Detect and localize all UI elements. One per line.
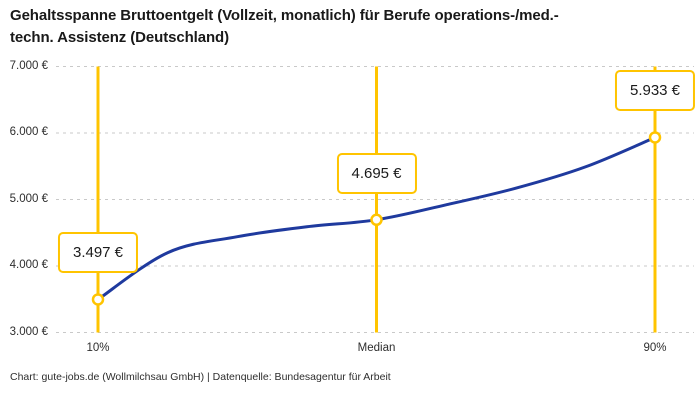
y-axis-tick-label: 4.000 €	[9, 259, 48, 271]
value-label-90pct: 5.933 €	[614, 70, 696, 112]
chart-title: Gehaltsspanne Bruttoentgelt (Vollzeit, m…	[10, 5, 559, 49]
y-axis-tick-label: 5.000 €	[9, 192, 48, 205]
data-point-marker-90%	[648, 131, 662, 144]
chart-title-line1: Gehaltsspanne Bruttoentgelt (Vollzeit, m…	[10, 7, 559, 24]
value-label-median: 4.695 €	[336, 152, 417, 194]
y-axis-tick-label: 7.000 €	[9, 59, 48, 72]
x-axis-tick-label: Median	[357, 342, 396, 354]
y-axis-tick-label: 6.000 €	[9, 126, 48, 138]
chart-title-line2: techn. Assistenz (Deutschland)	[10, 28, 229, 46]
x-axis-tick-label: 10%	[86, 342, 110, 354]
x-axis-tick-label: 90%	[643, 342, 667, 354]
data-point-marker-Median	[370, 213, 383, 227]
data-point-marker-10%	[91, 293, 105, 306]
value-label-10pct: 3.497 €	[57, 232, 139, 274]
y-axis-tick-label: 3.000 €	[9, 325, 48, 338]
chart-credit: Chart: gute-jobs.de (Wollmilchsau GmbH) …	[10, 371, 391, 383]
